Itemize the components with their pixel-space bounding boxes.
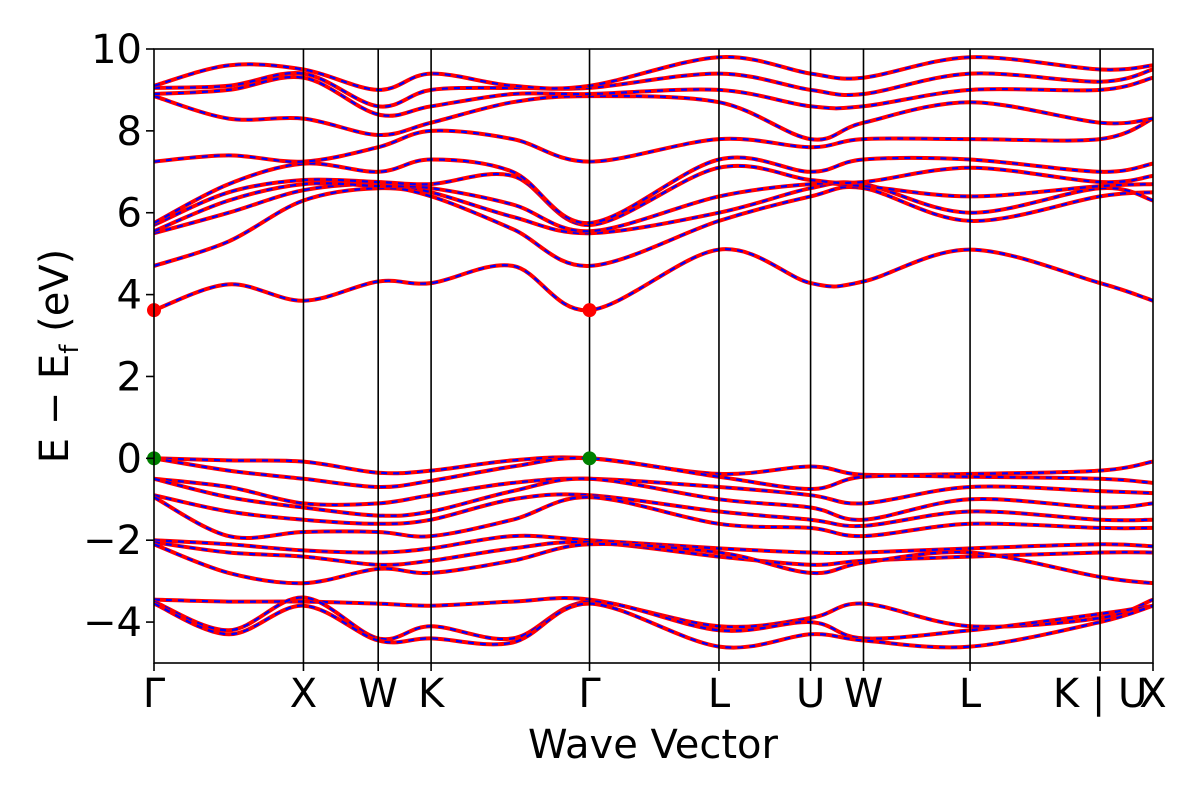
kpath-lines	[302, 49, 1101, 663]
plot-frame	[153, 48, 1154, 664]
x-tick-label: X	[1139, 671, 1166, 717]
x-tick-label: K	[418, 671, 446, 717]
band-spin-down	[154, 182, 1153, 233]
y-axis-label: E − Ef (eV)	[32, 249, 85, 464]
y-tick-label: 8	[117, 109, 142, 155]
band-spin-down	[154, 596, 1153, 641]
band-spin-down	[154, 602, 1153, 649]
x-tick-label: K | U	[1053, 671, 1147, 717]
y-tick-label: 6	[117, 191, 142, 237]
x-tick-label: W	[358, 671, 398, 717]
y-tick-label: 10	[91, 27, 142, 73]
y-axis-label-unit: (eV)	[32, 249, 78, 332]
y-tick-label: 2	[117, 354, 142, 400]
band-spin-down	[154, 94, 1153, 141]
y-tick-label: 0	[117, 436, 142, 482]
vbm-marker	[582, 451, 597, 466]
band-spin-down	[154, 55, 1153, 92]
x-tick-label: Γ	[578, 671, 601, 717]
band-extrema	[147, 303, 597, 466]
svg-text:E − Ef (eV): E − Ef (eV)	[32, 249, 85, 464]
band-spin-down	[154, 248, 1153, 312]
x-tick-label: U	[796, 671, 825, 717]
x-tick-label: Γ	[143, 671, 166, 717]
y-axis-label-main: E − E	[32, 354, 78, 464]
x-axis-label: Wave Vector	[528, 722, 779, 768]
y-tick-label: −2	[83, 518, 142, 564]
cbm-marker	[582, 303, 597, 318]
x-tick-label: L	[708, 671, 731, 717]
y-tick-label: 4	[117, 273, 142, 319]
x-tick-label: W	[844, 671, 884, 717]
y-tick-label: −4	[83, 600, 142, 646]
x-tick-label: L	[959, 671, 982, 717]
y-axis: −4 −2 0 2 4 6 8 10	[83, 27, 154, 646]
x-tick-label: X	[290, 671, 317, 717]
plot-area	[147, 48, 1154, 664]
y-axis-label-subscript: f	[55, 344, 85, 354]
band-spin-down	[154, 181, 1153, 235]
